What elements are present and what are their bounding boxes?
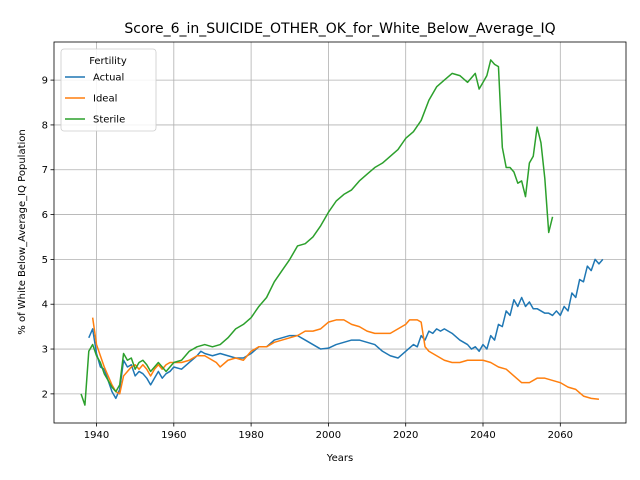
y-tick-label: 8 <box>42 120 48 131</box>
y-tick-label: 9 <box>42 76 48 87</box>
chart-title: Score_6_in_SUICIDE_OTHER_OK_for_White_Be… <box>124 21 555 37</box>
legend-title: Fertility <box>89 56 127 67</box>
legend-box <box>60 48 157 132</box>
x-tick-label: 1980 <box>238 430 263 441</box>
x-tick-label: 1960 <box>161 430 186 441</box>
x-axis-label: Years <box>326 453 353 464</box>
y-tick-label: 7 <box>42 165 48 176</box>
y-axis-label: % of White Below_Average_IQ Population <box>17 129 28 334</box>
legend-entries: Actual Ideal Sterile <box>65 73 125 126</box>
legend-label-sterile: Sterile <box>93 115 125 126</box>
x-tick-label: 2040 <box>470 430 495 441</box>
y-tick-label: 4 <box>42 300 48 311</box>
axis-ticks: 1940 1960 1980 2000 2020 2040 2060 2 3 4 5 6 7 8 9 <box>42 76 573 441</box>
y-tick-label: 5 <box>42 255 48 266</box>
x-tick-label: 2000 <box>316 430 341 441</box>
y-tick-label: 2 <box>42 389 48 400</box>
legend-label-ideal: Ideal <box>93 94 117 105</box>
y-tick-label: 6 <box>42 210 48 221</box>
x-tick-label: 2020 <box>393 430 418 441</box>
plot-frame <box>53 41 627 424</box>
series-lines <box>80 59 604 406</box>
y-tick-label: 3 <box>42 345 48 356</box>
x-tick-label: 1940 <box>84 430 109 441</box>
series-line-ideal <box>91 317 600 400</box>
series-line-actual <box>88 258 604 400</box>
legend-label-actual: Actual <box>93 73 124 84</box>
x-tick-label: 2060 <box>548 430 573 441</box>
series-line-sterile <box>80 59 554 406</box>
legend: Fertility Actual Ideal Sterile <box>60 48 157 132</box>
